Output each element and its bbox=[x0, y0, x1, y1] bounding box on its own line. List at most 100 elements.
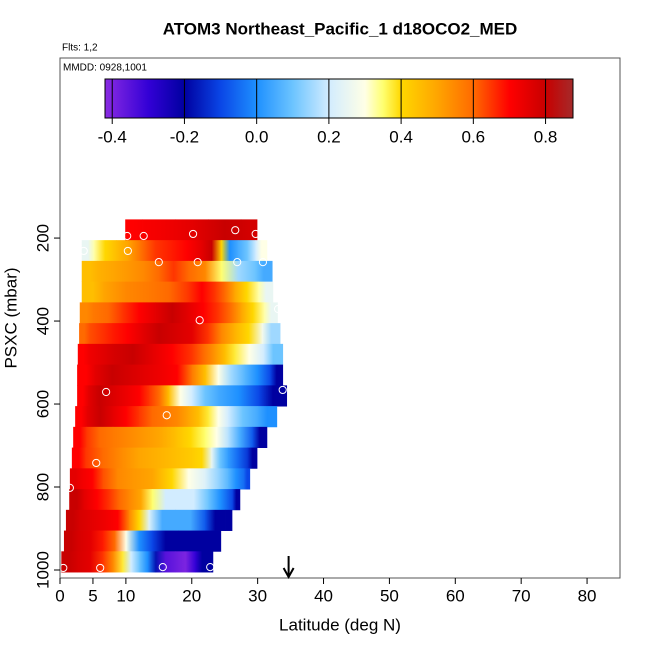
curtain-cell bbox=[84, 489, 110, 511]
curtain-cell bbox=[188, 302, 219, 324]
curtain-cell bbox=[234, 281, 260, 303]
curtain-cell bbox=[129, 509, 150, 531]
curtain-cell bbox=[188, 260, 222, 283]
curtain-cell bbox=[228, 426, 253, 448]
curtain-cell bbox=[232, 489, 241, 511]
colorbar-tick-label: 0.2 bbox=[317, 127, 341, 146]
colorbar bbox=[104, 78, 574, 119]
date-note: MMDD: 0928,1001 bbox=[63, 63, 147, 74]
sample-point bbox=[206, 562, 215, 572]
curtain-cell bbox=[175, 509, 206, 531]
curtain-cell bbox=[208, 551, 214, 573]
curtain-cell bbox=[175, 426, 206, 448]
curtain-cell bbox=[109, 489, 130, 511]
curtain-cell bbox=[73, 426, 87, 448]
curtain-cell bbox=[139, 240, 173, 262]
curtain-cell bbox=[77, 364, 96, 386]
curtain-cell bbox=[102, 530, 127, 552]
curtain-cell bbox=[158, 447, 193, 469]
curtain-cell bbox=[81, 240, 95, 262]
curtain-cell bbox=[122, 551, 140, 573]
curtain-cell bbox=[237, 240, 257, 262]
x-tick-label: 80 bbox=[578, 586, 597, 605]
sample-point bbox=[231, 226, 240, 235]
curtain-cell bbox=[139, 551, 156, 573]
curtain-cell bbox=[204, 426, 229, 448]
curtain-cell bbox=[148, 385, 170, 407]
curtain-cell bbox=[129, 260, 160, 283]
curtain-cell bbox=[125, 530, 153, 552]
curtain-cell bbox=[92, 302, 123, 324]
colorbar-tick-label: 0.8 bbox=[534, 127, 558, 146]
curtain-cell bbox=[81, 260, 98, 283]
colorbar-tick-label: -0.2 bbox=[170, 127, 199, 146]
sample-point bbox=[123, 246, 132, 256]
sample-point bbox=[251, 229, 260, 239]
curtain-cell bbox=[93, 240, 117, 262]
curtain-cell bbox=[142, 219, 176, 241]
curtain-cell bbox=[77, 551, 104, 573]
y-tick-label: 1000 bbox=[33, 551, 52, 589]
colorbar-tick-label: 0.0 bbox=[245, 127, 269, 146]
curtain-cell bbox=[71, 447, 87, 469]
curtain-cell bbox=[240, 219, 258, 241]
y-tick-label: 600 bbox=[33, 390, 52, 418]
curtain-cell bbox=[65, 509, 80, 531]
sample-point bbox=[258, 258, 268, 267]
curtain-cell bbox=[247, 447, 258, 469]
curtain-cell bbox=[218, 364, 245, 386]
curtain-cell bbox=[155, 551, 176, 573]
sample-point bbox=[154, 258, 163, 267]
curtain-cell bbox=[63, 530, 79, 552]
sample-point bbox=[278, 385, 287, 395]
curtain-cell bbox=[168, 385, 193, 407]
sample-point bbox=[162, 411, 171, 420]
curtain-cell bbox=[88, 385, 110, 407]
curtain-cell bbox=[191, 364, 219, 386]
curtain-cell bbox=[88, 343, 114, 366]
sample-point bbox=[79, 246, 88, 256]
curtain-cell bbox=[81, 468, 104, 490]
curtain-cell bbox=[195, 551, 210, 573]
x-tick-label: 70 bbox=[512, 586, 531, 605]
curtain-cell bbox=[201, 240, 222, 262]
x-tick-label: 40 bbox=[314, 586, 333, 605]
curtain-cell bbox=[125, 219, 143, 241]
curtain-cell bbox=[191, 385, 219, 407]
curtain-cell bbox=[152, 343, 193, 366]
curtain-cell bbox=[89, 323, 114, 345]
curtain-cell bbox=[234, 323, 263, 345]
flights-note: Flts: 1,2 bbox=[62, 43, 98, 54]
curtain-cell bbox=[241, 302, 265, 324]
x-tick-label: 20 bbox=[182, 586, 201, 605]
curtain-cell bbox=[208, 489, 233, 511]
x-tick-label: 0 bbox=[55, 586, 64, 605]
y-axis-label: PSXC (mbar) bbox=[1, 267, 20, 368]
curtain-cell bbox=[228, 447, 248, 469]
curtain-cell bbox=[148, 509, 176, 531]
x-tick-label: 10 bbox=[116, 586, 135, 605]
curtain-cell bbox=[188, 281, 216, 303]
curtain-cell bbox=[102, 468, 133, 490]
curtain-cell bbox=[94, 364, 130, 386]
sample-point bbox=[96, 563, 105, 573]
y-tick-label: 400 bbox=[33, 307, 52, 335]
curtain-cell bbox=[112, 406, 140, 428]
curtain-cell bbox=[208, 406, 229, 428]
curtain-cell bbox=[178, 530, 207, 552]
curtain-cell bbox=[79, 323, 90, 345]
curtain-cell bbox=[208, 219, 242, 241]
curtain-cell bbox=[139, 406, 166, 428]
curtain-cell bbox=[103, 281, 150, 303]
curtain-cell bbox=[204, 509, 226, 531]
curtain-cell bbox=[257, 406, 278, 428]
curtain-cell bbox=[214, 281, 235, 303]
curtain-cell bbox=[122, 302, 156, 324]
curtain-cell bbox=[188, 406, 209, 428]
curtain-cell bbox=[218, 302, 242, 324]
curtain-cell bbox=[175, 323, 209, 345]
curtain-cell bbox=[97, 260, 130, 283]
sample-point bbox=[193, 258, 202, 267]
curtain-cell bbox=[129, 385, 150, 407]
